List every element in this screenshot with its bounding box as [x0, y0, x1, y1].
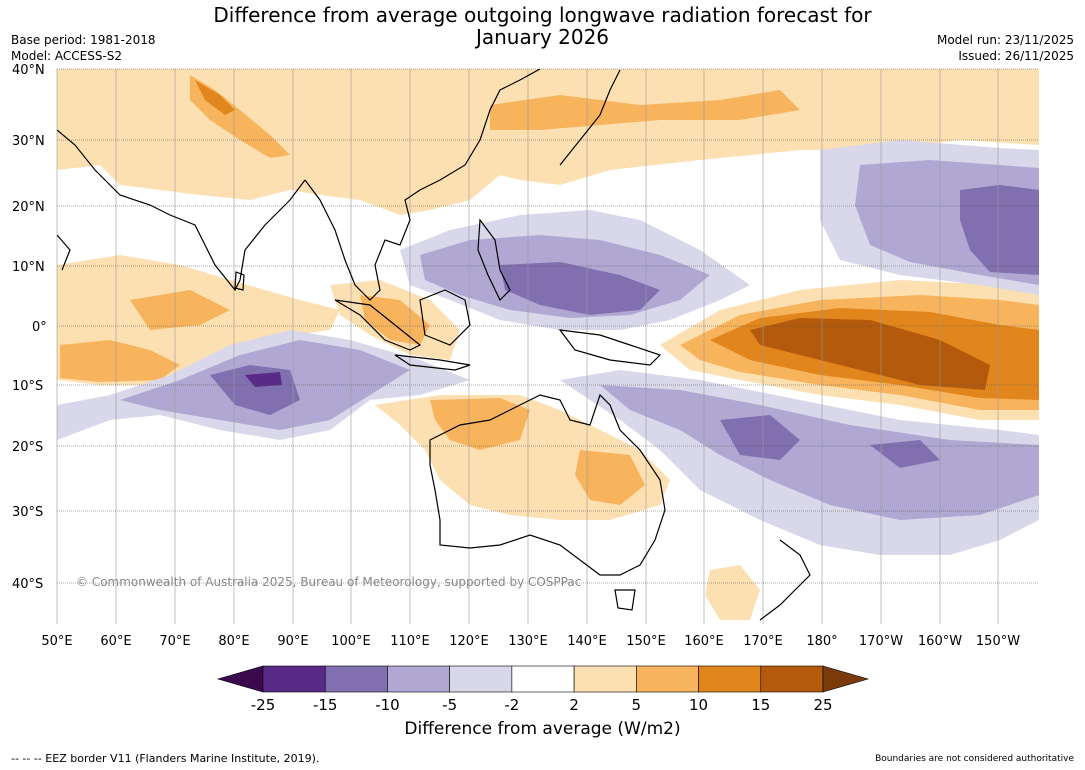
grid-lines	[57, 68, 1039, 584]
lon-label-60e: 60°E	[100, 634, 131, 649]
lon-label-130e: 130°E	[508, 634, 548, 649]
anomaly-positive-sumatra-core	[360, 295, 430, 345]
coast-se-asia	[304, 69, 541, 301]
anomaly-negative-south-pacific-mid	[600, 385, 1039, 520]
anomaly-fields	[57, 69, 1039, 620]
colorbar-swatch	[324, 665, 388, 693]
coast-australia	[429, 393, 666, 576]
colorbar-tick-label: -15	[313, 696, 338, 714]
anomaly-positive-australia-mid	[430, 398, 645, 505]
lon-label-120e: 120°E	[449, 634, 489, 649]
forecast-map: 40°N 30°N 20°N 10°N 0° 10°S 20°S 30°S 40…	[12, 63, 1039, 649]
lon-label-90e: 90°E	[277, 634, 308, 649]
coast-nz	[759, 539, 811, 621]
title-line-1: Difference from average outgoing longwav…	[213, 3, 872, 27]
lon-label-150w: 150°W	[976, 634, 1020, 649]
colorbar-arrow-high	[822, 665, 870, 693]
lon-label-80e: 80°E	[218, 634, 249, 649]
lat-label-0: 0°	[32, 320, 47, 335]
lat-label-20s: 20°S	[12, 440, 43, 455]
colorbar-title: Difference from average (W/m2)	[404, 719, 681, 739]
colorbar-swatch	[449, 665, 513, 693]
coast-tasmania	[614, 589, 636, 611]
coast-japan	[559, 69, 621, 166]
lon-label-160w: 160°W	[918, 634, 962, 649]
lat-label-30s: 30°S	[12, 505, 43, 520]
anomaly-positive-nz	[705, 565, 760, 620]
coastlines	[57, 69, 811, 621]
colorbar-tick-label: 2	[569, 696, 579, 714]
coast-sri-lanka	[234, 271, 245, 291]
colorbar-swatch	[698, 665, 762, 693]
colorbar-swatch	[760, 665, 824, 693]
colorbar-swatch	[511, 665, 575, 693]
lon-label-160e: 160°E	[684, 634, 724, 649]
colorbar-tick-label: 10	[689, 696, 708, 714]
longitude-labels: 50°E 60°E 70°E 80°E 90°E 100°E 110°E 120…	[41, 634, 1020, 649]
colorbar-swatches	[216, 665, 870, 693]
lon-label-170e: 170°E	[743, 634, 783, 649]
colorbar-tick-label: -25	[251, 696, 276, 714]
colorbar-tick-label: -10	[375, 696, 400, 714]
lat-label-40s: 40°S	[12, 577, 43, 592]
colorbar-ticks: -25 -15 -10 -5 -2 2 5 10 15 25	[251, 696, 833, 714]
colorbar-arrow-low	[216, 665, 264, 693]
lon-label-70e: 70°E	[159, 634, 190, 649]
colorbar-swatch	[573, 665, 637, 693]
latitude-labels: 40°N 30°N 20°N 10°N 0° 10°S 20°S 30°S 40…	[12, 63, 47, 592]
coast-borneo	[419, 289, 471, 346]
colorbar-tick-label: 25	[813, 696, 832, 714]
anomaly-positive-north-mid	[490, 90, 800, 130]
model-label: Model: ACCESS-S2	[11, 49, 123, 63]
colorbar-tick-label: 5	[632, 696, 642, 714]
issued-label: Issued: 26/11/2025	[958, 49, 1074, 63]
coast-sumatra	[334, 299, 422, 351]
lon-label-180: 180°	[806, 634, 837, 649]
anomaly-positive-indian-ocean-mid	[60, 290, 230, 382]
anomaly-negative-west-pacific-core	[500, 262, 660, 315]
boundaries-disclaimer: Boundaries are not considered authoritat…	[875, 754, 1074, 764]
colorbar: -25 -15 -10 -5 -2 2 5 10 15 25	[216, 665, 870, 714]
lat-label-30n: 30°N	[12, 134, 45, 149]
lat-label-40n: 40°N	[12, 63, 45, 78]
lat-label-20n: 20°N	[12, 200, 45, 215]
lon-label-110e: 110°E	[390, 634, 430, 649]
colorbar-swatch	[636, 665, 699, 693]
lon-label-150e: 150°E	[626, 634, 666, 649]
coast-east-africa	[57, 234, 71, 271]
copyright-text: © Commonwealth of Australia 2025, Bureau…	[76, 575, 581, 589]
lon-label-170w: 170°W	[859, 634, 903, 649]
coast-philippines	[477, 218, 511, 302]
eez-border-note: -- -- -- EEZ border V11 (Flanders Marine…	[11, 752, 320, 765]
map-title: Difference from average outgoing longwav…	[0, 4, 1085, 48]
anomaly-negative-south-indian-min	[245, 372, 282, 387]
meta-right: Model run: 23/11/2025 Issued: 26/11/2025	[937, 32, 1074, 64]
lon-label-140e: 140°E	[567, 634, 607, 649]
coast-java	[394, 354, 471, 371]
lat-label-10s: 10°S	[12, 379, 43, 394]
coast-arabia-india	[57, 129, 306, 292]
lat-label-10n: 10°N	[12, 260, 45, 275]
colorbar-tick-label: -2	[504, 696, 519, 714]
anomaly-negative-north-pacific-core	[960, 185, 1039, 275]
anomaly-negative-south-pacific-core	[720, 415, 940, 468]
colorbar-swatch	[387, 665, 450, 693]
lon-label-100e: 100°E	[331, 634, 371, 649]
meridian-lines	[56, 69, 999, 624]
colorbar-tick-label: 15	[751, 696, 770, 714]
colorbar-tick-label: -5	[442, 696, 457, 714]
model-run-label: Model run: 23/11/2025	[936, 33, 1074, 47]
colorbar-swatch	[262, 665, 326, 693]
title-line-2: January 2026	[475, 25, 610, 49]
anomaly-positive-himalaya-core	[195, 80, 235, 115]
lon-label-50e: 50°E	[41, 634, 72, 649]
meta-left: Base period: 1981-2018 Model: ACCESS-S2	[11, 32, 156, 64]
anomaly-positive-pacific-core	[750, 318, 990, 390]
coast-png	[558, 329, 662, 366]
base-period-label: Base period: 1981-2018	[11, 33, 156, 47]
